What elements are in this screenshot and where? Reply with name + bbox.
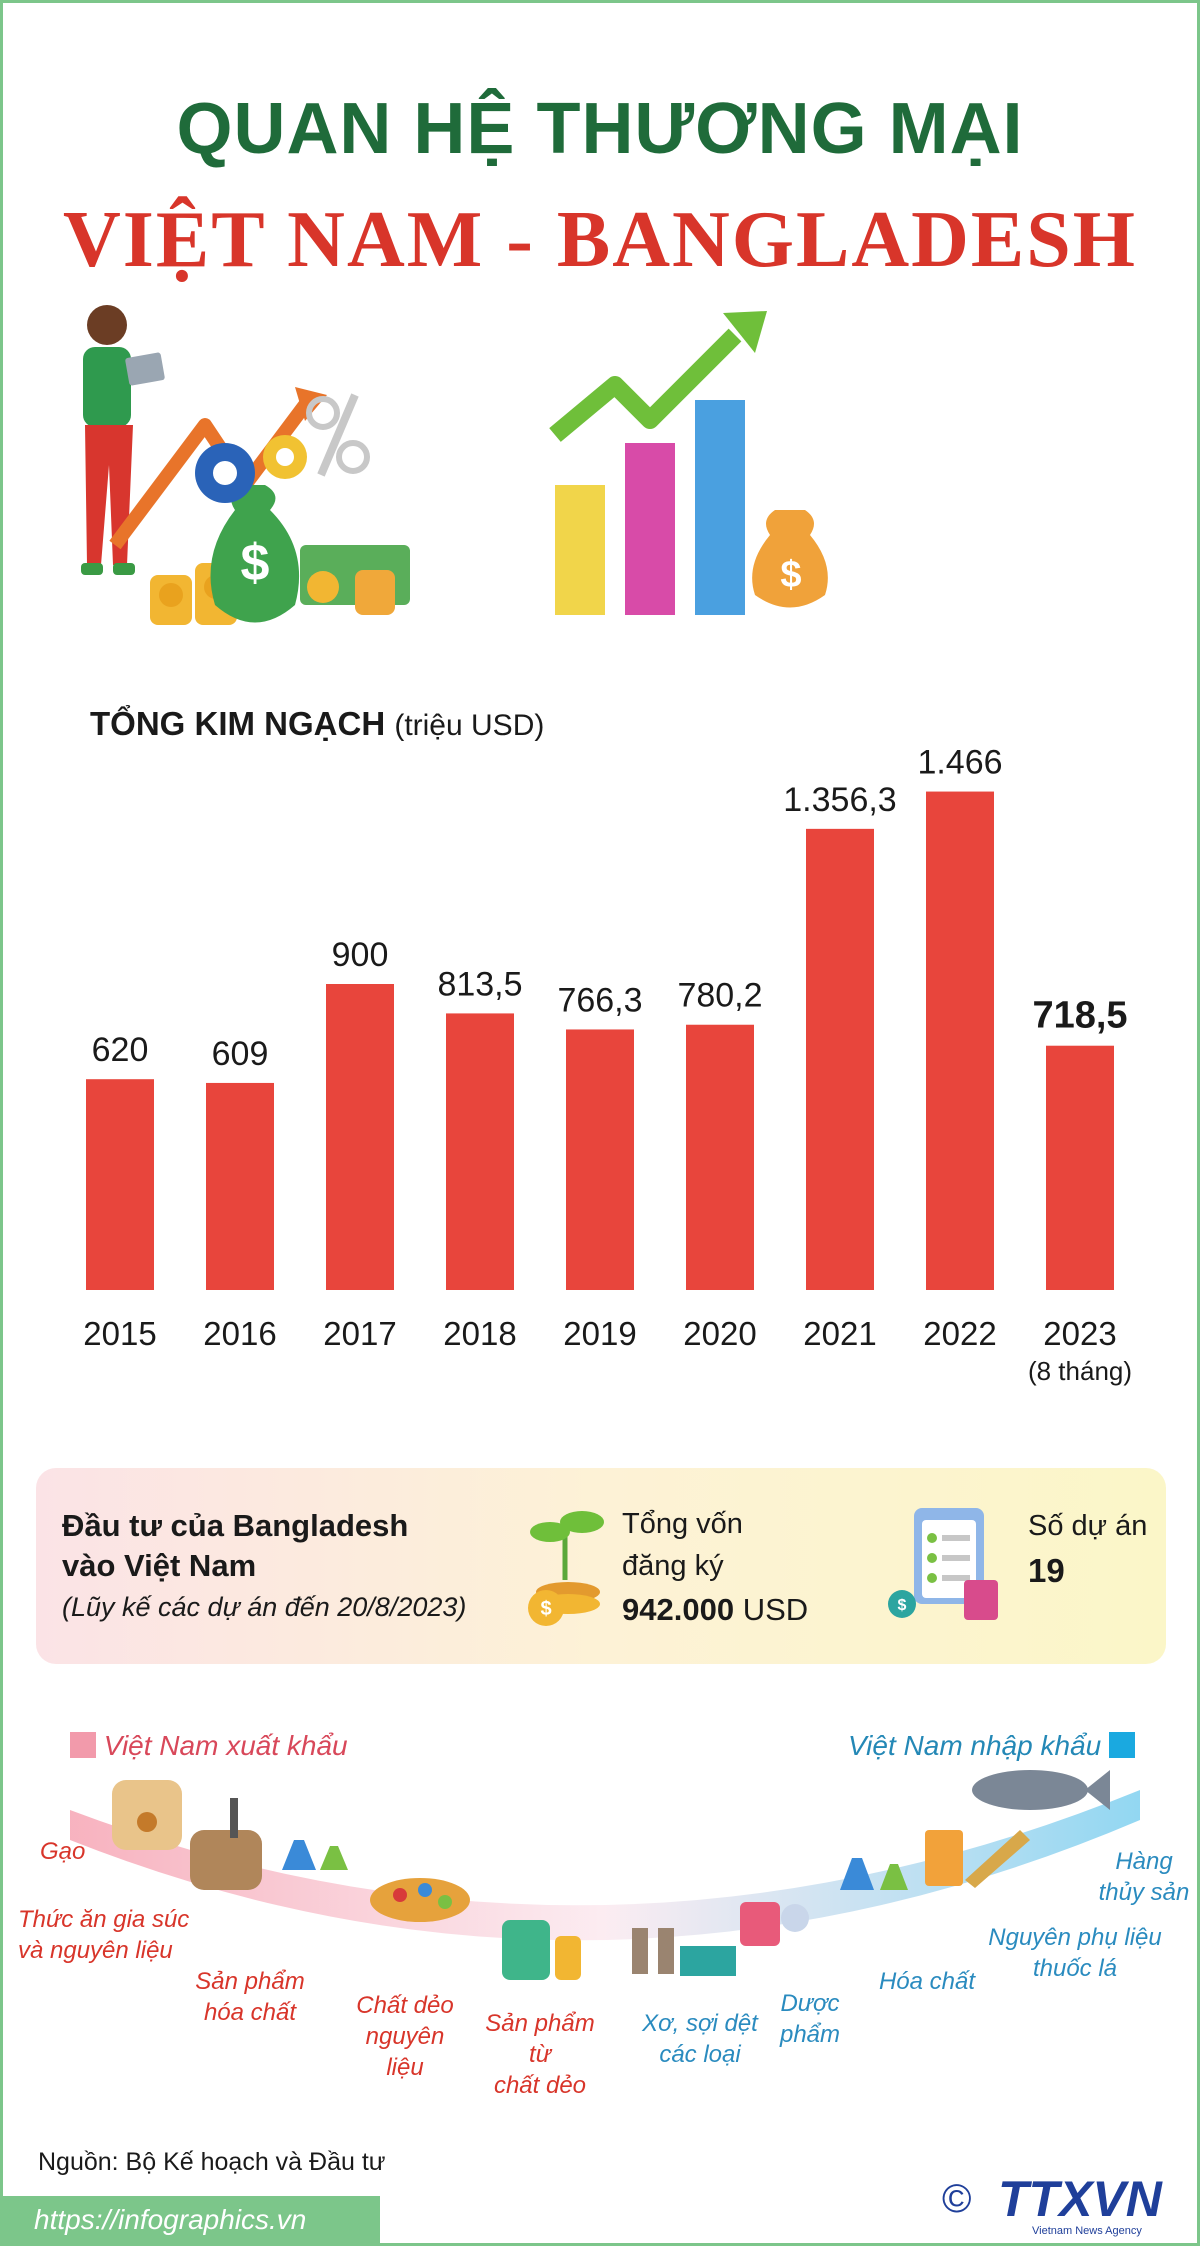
- export-feed: Thức ăn gia súc và nguyên liệu: [18, 1906, 190, 1964]
- trade-arc: [70, 1770, 1140, 1980]
- x-tick-2020: 2020: [683, 1315, 756, 1352]
- footer-bar: [0, 2196, 380, 2246]
- svg-text:©: ©: [942, 2177, 971, 2221]
- plant-coins-icon: $: [528, 1511, 604, 1626]
- money-bag-orange-icon: $: [752, 510, 828, 608]
- value-label-2017: 900: [332, 936, 389, 974]
- ttxvn-logo: © TTXVN Vietnam News Agency: [942, 2171, 1163, 2237]
- page-subtitle: VIỆT NAM - BANGLADESH: [63, 196, 1137, 284]
- capital-label-2: đăng ký: [622, 1550, 724, 1582]
- projects-value: 19: [1028, 1552, 1065, 1589]
- import-textiles: Xơ, sợi dệt các loại: [642, 2010, 758, 2068]
- plastic-products-icon: [502, 1920, 581, 1980]
- x-tick-2021: 2021: [803, 1315, 876, 1352]
- bar-2016: [206, 1082, 274, 1290]
- yarn-spools-icon: [632, 1928, 736, 1976]
- gear-icon: [195, 435, 307, 503]
- bar-2017: [326, 984, 394, 1290]
- investment-subheading: (Lũy kế các dự án đến 20/8/2023): [62, 1592, 467, 1622]
- page-title: QUAN HỆ THƯƠNG MẠI: [176, 89, 1024, 169]
- arrow-up-green-icon: [549, 328, 742, 442]
- import-pharmaceuticals: Dược phẩm: [779, 1990, 841, 2048]
- import-legend-swatch: [1109, 1732, 1135, 1758]
- x-tick-2017: 2017: [323, 1315, 396, 1352]
- svg-text:$: $: [780, 554, 801, 596]
- chart-title: TỔNG KIM NGẠCH (triệu USD): [90, 705, 545, 742]
- capital-unit: USD: [742, 1592, 809, 1627]
- chemical-flask-icon: [282, 1840, 348, 1870]
- capital-value: 942.000 USD: [622, 1592, 809, 1627]
- projects-label: Số dự án: [1028, 1510, 1148, 1542]
- person-icon: [81, 305, 165, 575]
- x-tick-note-2023: (8 tháng): [1028, 1356, 1132, 1386]
- value-label-2023: 718,5: [1032, 995, 1127, 1037]
- value-label-2016: 609: [212, 1035, 269, 1073]
- svg-text:TTXVN: TTXVN: [998, 2171, 1163, 2227]
- export-plastic-materials: Chất dẻo nguyên liệu: [356, 1992, 454, 2081]
- bar-2015: [86, 1079, 154, 1290]
- fish-icon: [972, 1770, 1110, 1810]
- chemicals-import-icon: [840, 1858, 908, 1890]
- x-tick-2023: 2023: [1043, 1315, 1116, 1352]
- export-legend-swatch: [70, 1732, 96, 1758]
- source-note: Nguồn: Bộ Kế hoạch và Đầu tư: [38, 2148, 386, 2176]
- feed-sack-icon: [190, 1798, 262, 1890]
- bar-2018: [446, 1013, 514, 1290]
- x-tick-2019: 2019: [563, 1315, 636, 1352]
- rice-sack-icon: [112, 1780, 182, 1850]
- bar-chart: 620 2015 609 2016 900 2017 813,5 2018 766,3 2019 7…: [83, 744, 1132, 1386]
- medicine-icon: [740, 1902, 809, 1946]
- value-label-2021: 1.356,3: [783, 781, 896, 819]
- svg-text:$: $: [540, 1598, 551, 1620]
- value-label-2018: 813,5: [437, 965, 522, 1003]
- cash-stack-icon: [300, 545, 410, 615]
- export-rice: Gạo: [40, 1838, 86, 1865]
- x-tick-2016: 2016: [203, 1315, 276, 1352]
- bar-chart-icon: [555, 400, 745, 615]
- bar-2022: [926, 791, 994, 1290]
- import-legend: Việt Nam nhập khẩu: [848, 1730, 1135, 1762]
- export-legend: Việt Nam xuất khẩu: [70, 1730, 348, 1762]
- svg-text:$: $: [898, 1597, 907, 1614]
- investment-heading-2: vào Việt Nam: [62, 1548, 257, 1583]
- tobacco-icon: [925, 1830, 1030, 1888]
- x-tick-2015: 2015: [83, 1315, 156, 1352]
- bar-2019: [566, 1029, 634, 1290]
- import-chemicals: Hóa chất: [878, 1968, 976, 1995]
- hero-illustration: $ $: [81, 305, 828, 625]
- money-bag-green-icon: $: [210, 485, 300, 623]
- bar-2023: [1046, 1045, 1114, 1290]
- chart-unit: (triệu USD): [394, 709, 545, 742]
- investment-heading: Đầu tư của Bangladesh: [62, 1508, 409, 1543]
- import-seafood: Hàng thủy sản: [1098, 1848, 1190, 1906]
- x-tick-2018: 2018: [443, 1315, 516, 1352]
- value-label-2019: 766,3: [557, 981, 642, 1019]
- export-chemical-products: Sản phẩm hóa chất: [195, 1968, 305, 2026]
- export-plastic-products: Sản phẩm từ chất dẻo: [485, 2010, 595, 2099]
- value-label-2015: 620: [92, 1031, 149, 1069]
- plastic-granules-icon: [370, 1878, 470, 1922]
- capital-label: Tổng vốn: [622, 1508, 743, 1540]
- value-label-2022: 1.466: [917, 744, 1002, 782]
- percent-icon: [306, 393, 370, 477]
- clipboard-icon: $: [888, 1508, 998, 1620]
- svg-text:Vietnam News Agency: Vietnam News Agency: [1032, 2225, 1142, 2237]
- bar-2021: [806, 828, 874, 1290]
- bar-2020: [686, 1024, 754, 1290]
- import-tobacco-materials: Nguyên phụ liệu thuốc lá: [988, 1924, 1162, 1982]
- website-link[interactable]: https://infographics.vn: [34, 2204, 307, 2235]
- svg-text:$: $: [241, 534, 270, 592]
- value-label-2020: 780,2: [677, 977, 762, 1015]
- x-tick-2022: 2022: [923, 1315, 996, 1352]
